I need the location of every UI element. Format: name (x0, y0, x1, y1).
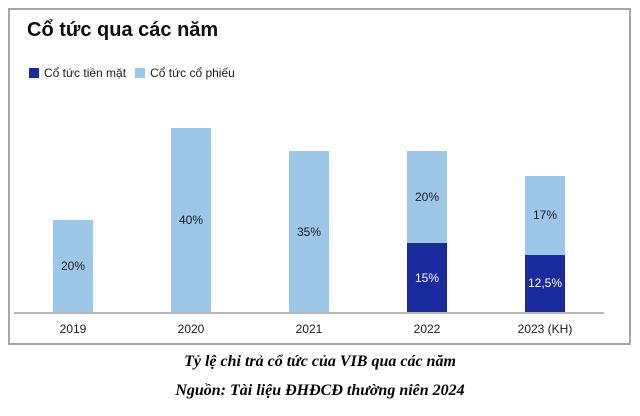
legend-label: Cổ tức cổ phiếu (150, 66, 235, 80)
legend-swatch-icon (135, 68, 146, 78)
legend-item: Cổ tức tiền mặt (29, 66, 126, 80)
bar-segment: 17% (525, 176, 565, 255)
bar-column: 17% 12,5% (486, 114, 604, 312)
x-axis-label: 2021 (295, 322, 323, 336)
bar-segment: 12,5% (525, 254, 565, 312)
x-axis-label: 2019 (59, 322, 87, 336)
chart-title: Cổ tức qua các năm (27, 19, 219, 41)
bar-column: 35% (250, 114, 368, 312)
bar-segment: 20% (53, 220, 93, 312)
bar-segment: 40% (171, 128, 211, 312)
x-axis-label: 2020 (177, 322, 205, 336)
caption-line-1: Tỷ lệ chi trả cổ tức của VIB qua các năm (184, 353, 456, 370)
chart-card: Cổ tức qua các năm Cổ tức tiền mặt Cổ tức… (8, 8, 631, 345)
legend-label: Cổ tức tiền mặt (44, 66, 127, 80)
plot-area: 20% 40% 35% 20% 15% 17% 12,5% (14, 114, 604, 314)
legend-swatch-icon (29, 68, 39, 78)
figure-caption: Tỷ lệ chi trả cổ tức của VIB qua các năm… (0, 353, 640, 411)
bar-column: 20% (14, 114, 132, 312)
x-axis-label: 2023 (KH) (517, 322, 573, 336)
bar-segment: 15% (407, 243, 447, 312)
bar-segment: 35% (289, 151, 329, 312)
bar-segment: 20% (407, 151, 447, 243)
legend-item: Cổ tức cổ phiếu (135, 66, 235, 80)
chart-legend: Cổ tức tiền mặt Cổ tức cổ phiếu (29, 66, 235, 80)
caption-line-2: Nguồn: Tài liệu ĐHĐCĐ thường niên 2024 (175, 382, 465, 399)
x-axis-label: 2022 (413, 322, 441, 336)
bar-column: 20% 15% (368, 114, 486, 312)
x-axis-labels: 2019 2020 2021 2022 2023 (KH) (14, 322, 604, 336)
bar-column: 40% (132, 114, 250, 312)
